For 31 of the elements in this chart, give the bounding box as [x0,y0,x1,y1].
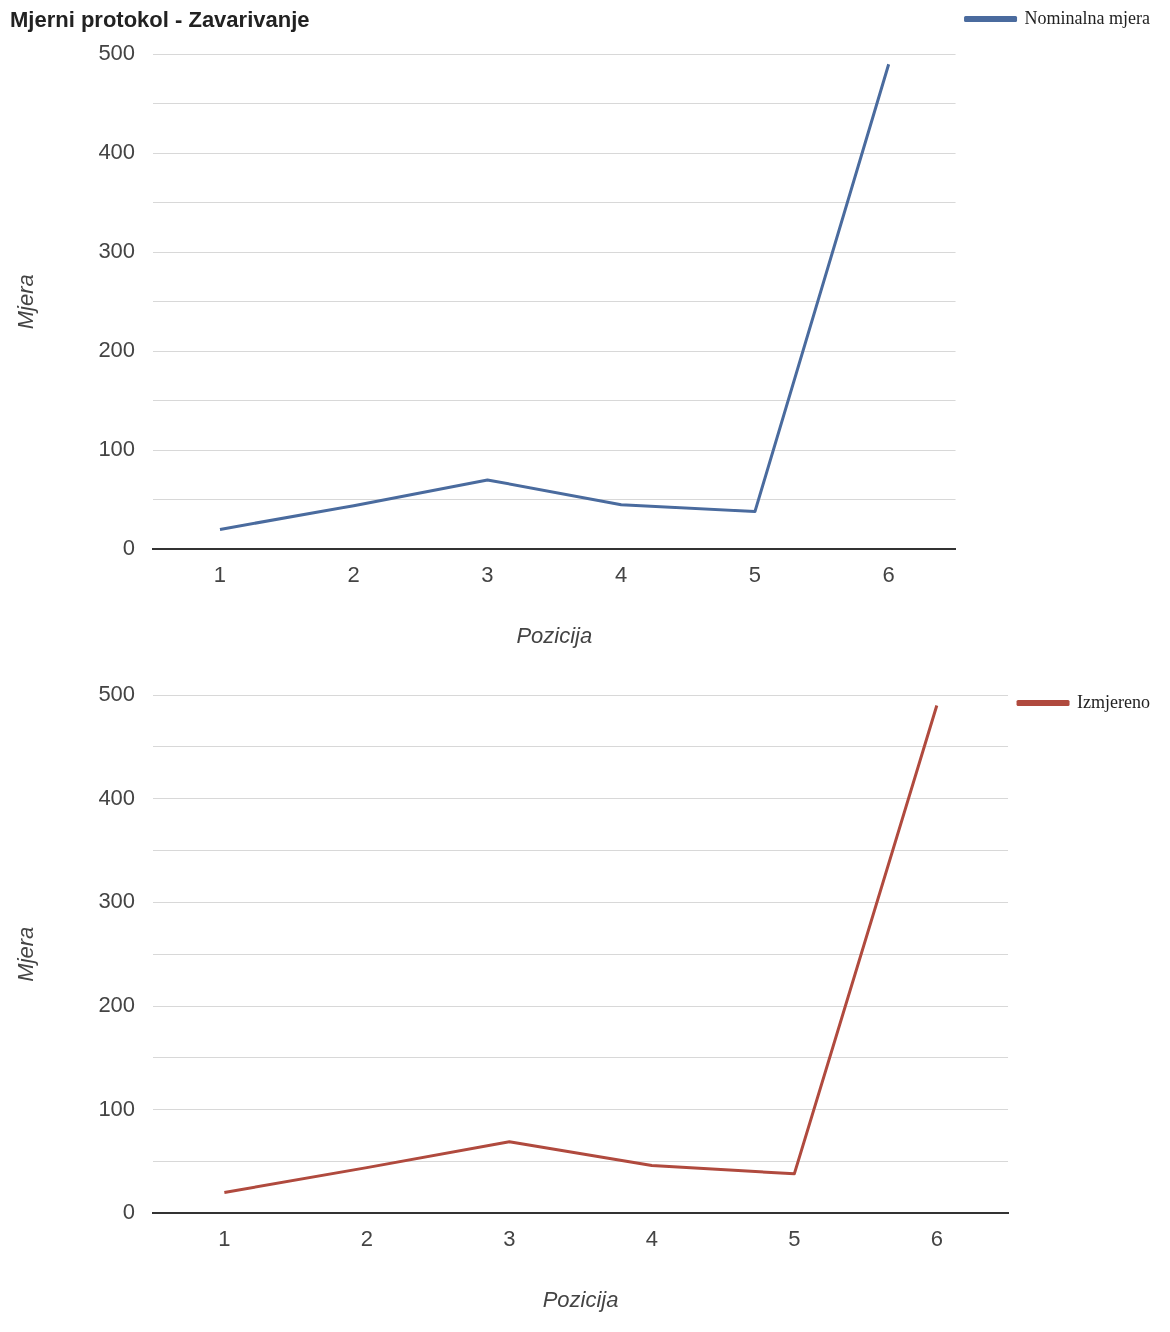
x-axis-title: Pozicija [516,622,593,648]
x-tick-label: 5 [788,1226,801,1252]
y-tick-label: 400 [98,139,136,165]
x-axis-title: Pozicija [542,1286,619,1312]
x-tick-label: 2 [347,562,360,588]
x-tick-label: 4 [645,1226,658,1252]
y-tick-label: 0 [122,1199,136,1225]
legend-label: Izmjereno [1077,691,1151,712]
legend-label: Nominalna mjera [1024,7,1151,28]
y-tick-label: 200 [98,992,136,1018]
y-tick-label: 500 [98,40,136,66]
x-tick-label: 3 [503,1226,516,1252]
x-tick-label: 6 [882,562,895,588]
x-tick-label: 3 [481,562,494,588]
x-tick-label: 6 [930,1226,943,1252]
x-tick-label: 5 [748,562,762,588]
chart-title: Mjerni protokol - Zavarivanje [10,7,310,33]
y-tick-label: 400 [98,784,136,810]
y-tick-label: 100 [98,436,136,462]
y-tick-label: 100 [98,1095,136,1121]
y-axis-title: Mjera [13,926,39,982]
y-tick-label: 300 [98,238,136,264]
y-tick-label: 300 [98,888,136,914]
x-tick-label: 1 [218,1226,231,1252]
x-tick-label: 4 [615,562,628,588]
y-tick-label: 200 [98,337,136,363]
x-tick-label: 2 [360,1226,373,1252]
y-tick-label: 500 [98,681,136,707]
y-axis-title: Mjera [13,274,39,330]
x-tick-label: 1 [213,562,227,588]
y-tick-label: 0 [122,535,136,561]
